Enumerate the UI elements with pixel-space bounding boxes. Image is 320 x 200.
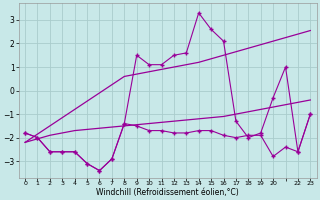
X-axis label: Windchill (Refroidissement éolien,°C): Windchill (Refroidissement éolien,°C) [96,188,239,197]
